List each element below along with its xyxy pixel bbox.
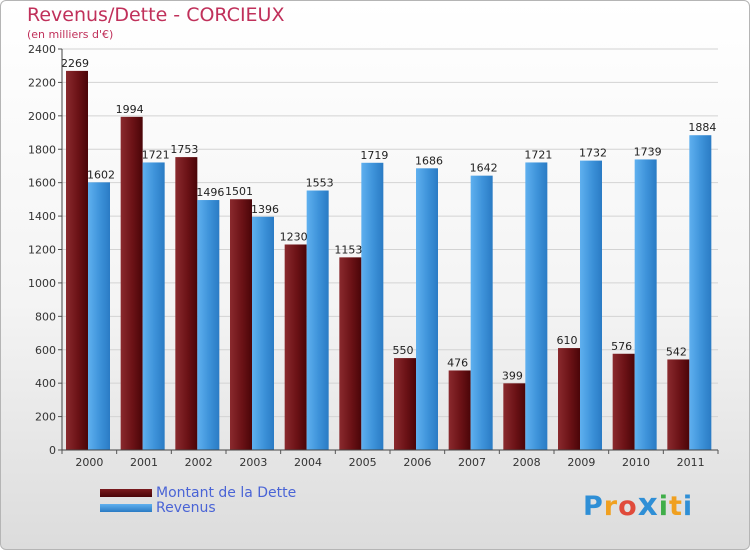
data-label-revenue: 1739	[634, 145, 662, 158]
bar-debt	[558, 348, 580, 450]
bar-debt	[503, 383, 526, 450]
bar-revenue	[634, 159, 657, 450]
y-tick-label: 800	[35, 310, 56, 323]
data-label-debt: 2269	[61, 57, 89, 70]
data-label-revenue: 1396	[251, 203, 279, 216]
bar-revenue	[306, 190, 329, 450]
data-label-revenue: 1721	[524, 148, 552, 161]
logo-letter: i	[658, 491, 669, 522]
data-label-revenue: 1719	[360, 149, 388, 162]
x-tick-label: 2007	[458, 456, 486, 469]
bar-revenue	[689, 135, 712, 450]
bar-revenue	[361, 162, 384, 450]
axis-layer: 0 200 400 600 800 1000 1200 1400 1600 1800 2000 220…	[28, 43, 719, 469]
bar-revenue	[197, 200, 220, 450]
data-label-debt: 476	[447, 356, 468, 369]
x-tick-label: 2010	[622, 456, 650, 469]
bar-debt	[230, 199, 252, 450]
y-tick-label: 2400	[28, 43, 56, 56]
data-label-revenue: 1496	[196, 186, 224, 199]
x-tick-label: 2004	[294, 456, 322, 469]
data-label-debt: 542	[666, 345, 687, 358]
bar-debt	[612, 353, 635, 450]
data-label-debt: 550	[393, 344, 414, 357]
logo-letter: t	[668, 491, 683, 522]
bar-revenue	[252, 216, 274, 450]
data-label-revenue: 1602	[87, 168, 115, 181]
data-label-debt: 1230	[280, 230, 308, 243]
y-tick-label: 1200	[28, 244, 56, 257]
x-tick-label: 2002	[185, 456, 213, 469]
x-tick-label: 2000	[75, 456, 103, 469]
logo-letter: x	[637, 487, 659, 523]
bar-debt	[175, 157, 198, 451]
y-tick-label: 2200	[28, 76, 56, 89]
x-tick-label: 2008	[513, 456, 541, 469]
x-tick-label: 2006	[403, 456, 431, 469]
y-tick-label: 400	[35, 377, 56, 390]
data-label-debt: 399	[502, 369, 523, 382]
y-tick-label: 600	[35, 344, 56, 357]
x-tick-label: 2011	[677, 456, 705, 469]
data-label-revenue: 1553	[306, 177, 334, 190]
y-tick-label: 0	[49, 444, 56, 457]
x-tick-label: 2001	[130, 456, 158, 469]
data-label-debt: 1153	[334, 243, 362, 256]
y-tick-label: 1000	[28, 277, 56, 290]
legend-label-revenue: Revenus	[156, 500, 216, 516]
bar-revenue	[525, 162, 548, 450]
logo-letter: r	[603, 491, 619, 522]
y-tick-label: 1400	[28, 210, 56, 223]
chart-title: Revenus/Dette - CORCIEUX	[27, 4, 285, 26]
x-tick-label: 2003	[239, 456, 267, 469]
data-label-debt: 610	[557, 334, 578, 347]
y-tick-label: 200	[35, 411, 56, 424]
data-label-debt: 1753	[170, 143, 198, 156]
bar-revenue	[88, 182, 110, 450]
grid-layer	[58, 48, 718, 451]
chart-subtitle: (en milliers d'€)	[27, 28, 114, 41]
logo-letter: P	[583, 491, 604, 522]
bar-revenue	[416, 168, 438, 451]
bar-debt	[448, 370, 471, 450]
legend-label-debt: Montant de la Dette	[156, 485, 297, 501]
bar-debt	[120, 116, 143, 451]
data-label-debt: 1994	[116, 103, 144, 116]
y-tick-label: 1800	[28, 143, 56, 156]
data-label-debt: 1501	[225, 185, 253, 198]
logo-letter: i	[682, 491, 694, 522]
bar-revenue	[580, 160, 602, 450]
y-tick-label: 2000	[28, 110, 56, 123]
data-label-revenue: 1732	[579, 147, 607, 160]
bar-debt	[284, 244, 307, 450]
x-tick-label: 2005	[349, 456, 377, 469]
data-label-revenue: 1884	[688, 121, 716, 134]
bars-layer	[66, 70, 712, 451]
bar-debt	[667, 359, 690, 450]
data-label-revenue: 1686	[415, 154, 443, 167]
proxiti-logo: Proxiti	[583, 487, 693, 523]
bar-debt	[394, 358, 416, 450]
data-label-debt: 576	[611, 340, 632, 353]
bar-debt	[66, 70, 88, 451]
data-label-revenue: 1642	[470, 162, 498, 175]
legend-swatch-revenue	[100, 504, 152, 512]
bar-revenue	[470, 175, 493, 450]
legend-swatch-debt	[100, 489, 152, 497]
bar-revenue	[142, 162, 165, 450]
data-label-revenue: 1721	[142, 148, 170, 161]
x-tick-label: 2009	[567, 456, 595, 469]
y-tick-label: 1600	[28, 177, 56, 190]
logo-letter: o	[618, 491, 638, 522]
bar-debt	[339, 257, 362, 450]
